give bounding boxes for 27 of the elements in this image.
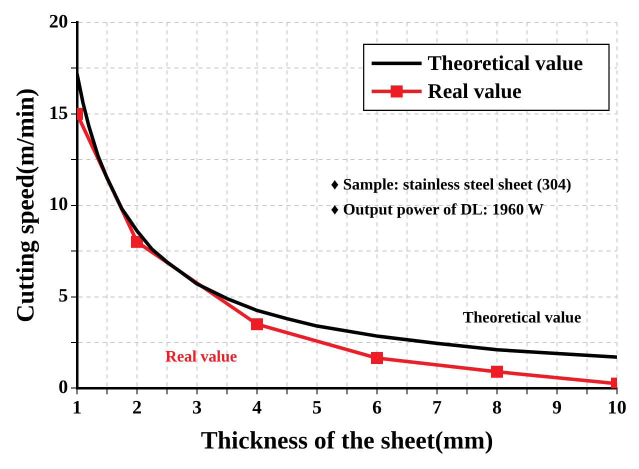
x-tick-label: 3 xyxy=(192,398,202,419)
legend-label: Real value xyxy=(428,78,522,103)
x-tick-label: 2 xyxy=(132,398,142,419)
x-tick-label: 5 xyxy=(312,398,322,419)
x-tick-label: 7 xyxy=(432,398,442,419)
x-tick-label: 4 xyxy=(252,398,262,419)
legend-label: Theoretical value xyxy=(428,50,584,75)
x-tick-label: 9 xyxy=(552,398,562,419)
annotation: ♦ Output power of DL: 1960 W xyxy=(330,202,544,219)
annotation: ♦ Sample: stainless steel sheet (304) xyxy=(330,176,572,194)
x-tick-label: 1 xyxy=(72,398,82,419)
annotation: Real value xyxy=(165,348,237,366)
y-tick-label: 0 xyxy=(58,377,68,398)
x-axis-title: Thickness of the sheet(mm) xyxy=(200,427,494,454)
point xyxy=(491,366,503,378)
annotation: Theoretical value xyxy=(462,309,582,326)
point xyxy=(371,352,383,364)
y-tick-label: 20 xyxy=(49,11,68,32)
y-tick-label: 10 xyxy=(49,194,68,216)
y-tick-label: 5 xyxy=(58,286,68,307)
y-tick-label: 15 xyxy=(49,102,68,124)
y-axis-title: Cutting speed(m/min) xyxy=(12,88,40,322)
x-tick-label: 10 xyxy=(608,398,626,419)
x-tick-label: 8 xyxy=(492,398,502,419)
point xyxy=(251,318,263,330)
x-tick-label: 6 xyxy=(372,398,382,419)
point xyxy=(131,236,143,248)
